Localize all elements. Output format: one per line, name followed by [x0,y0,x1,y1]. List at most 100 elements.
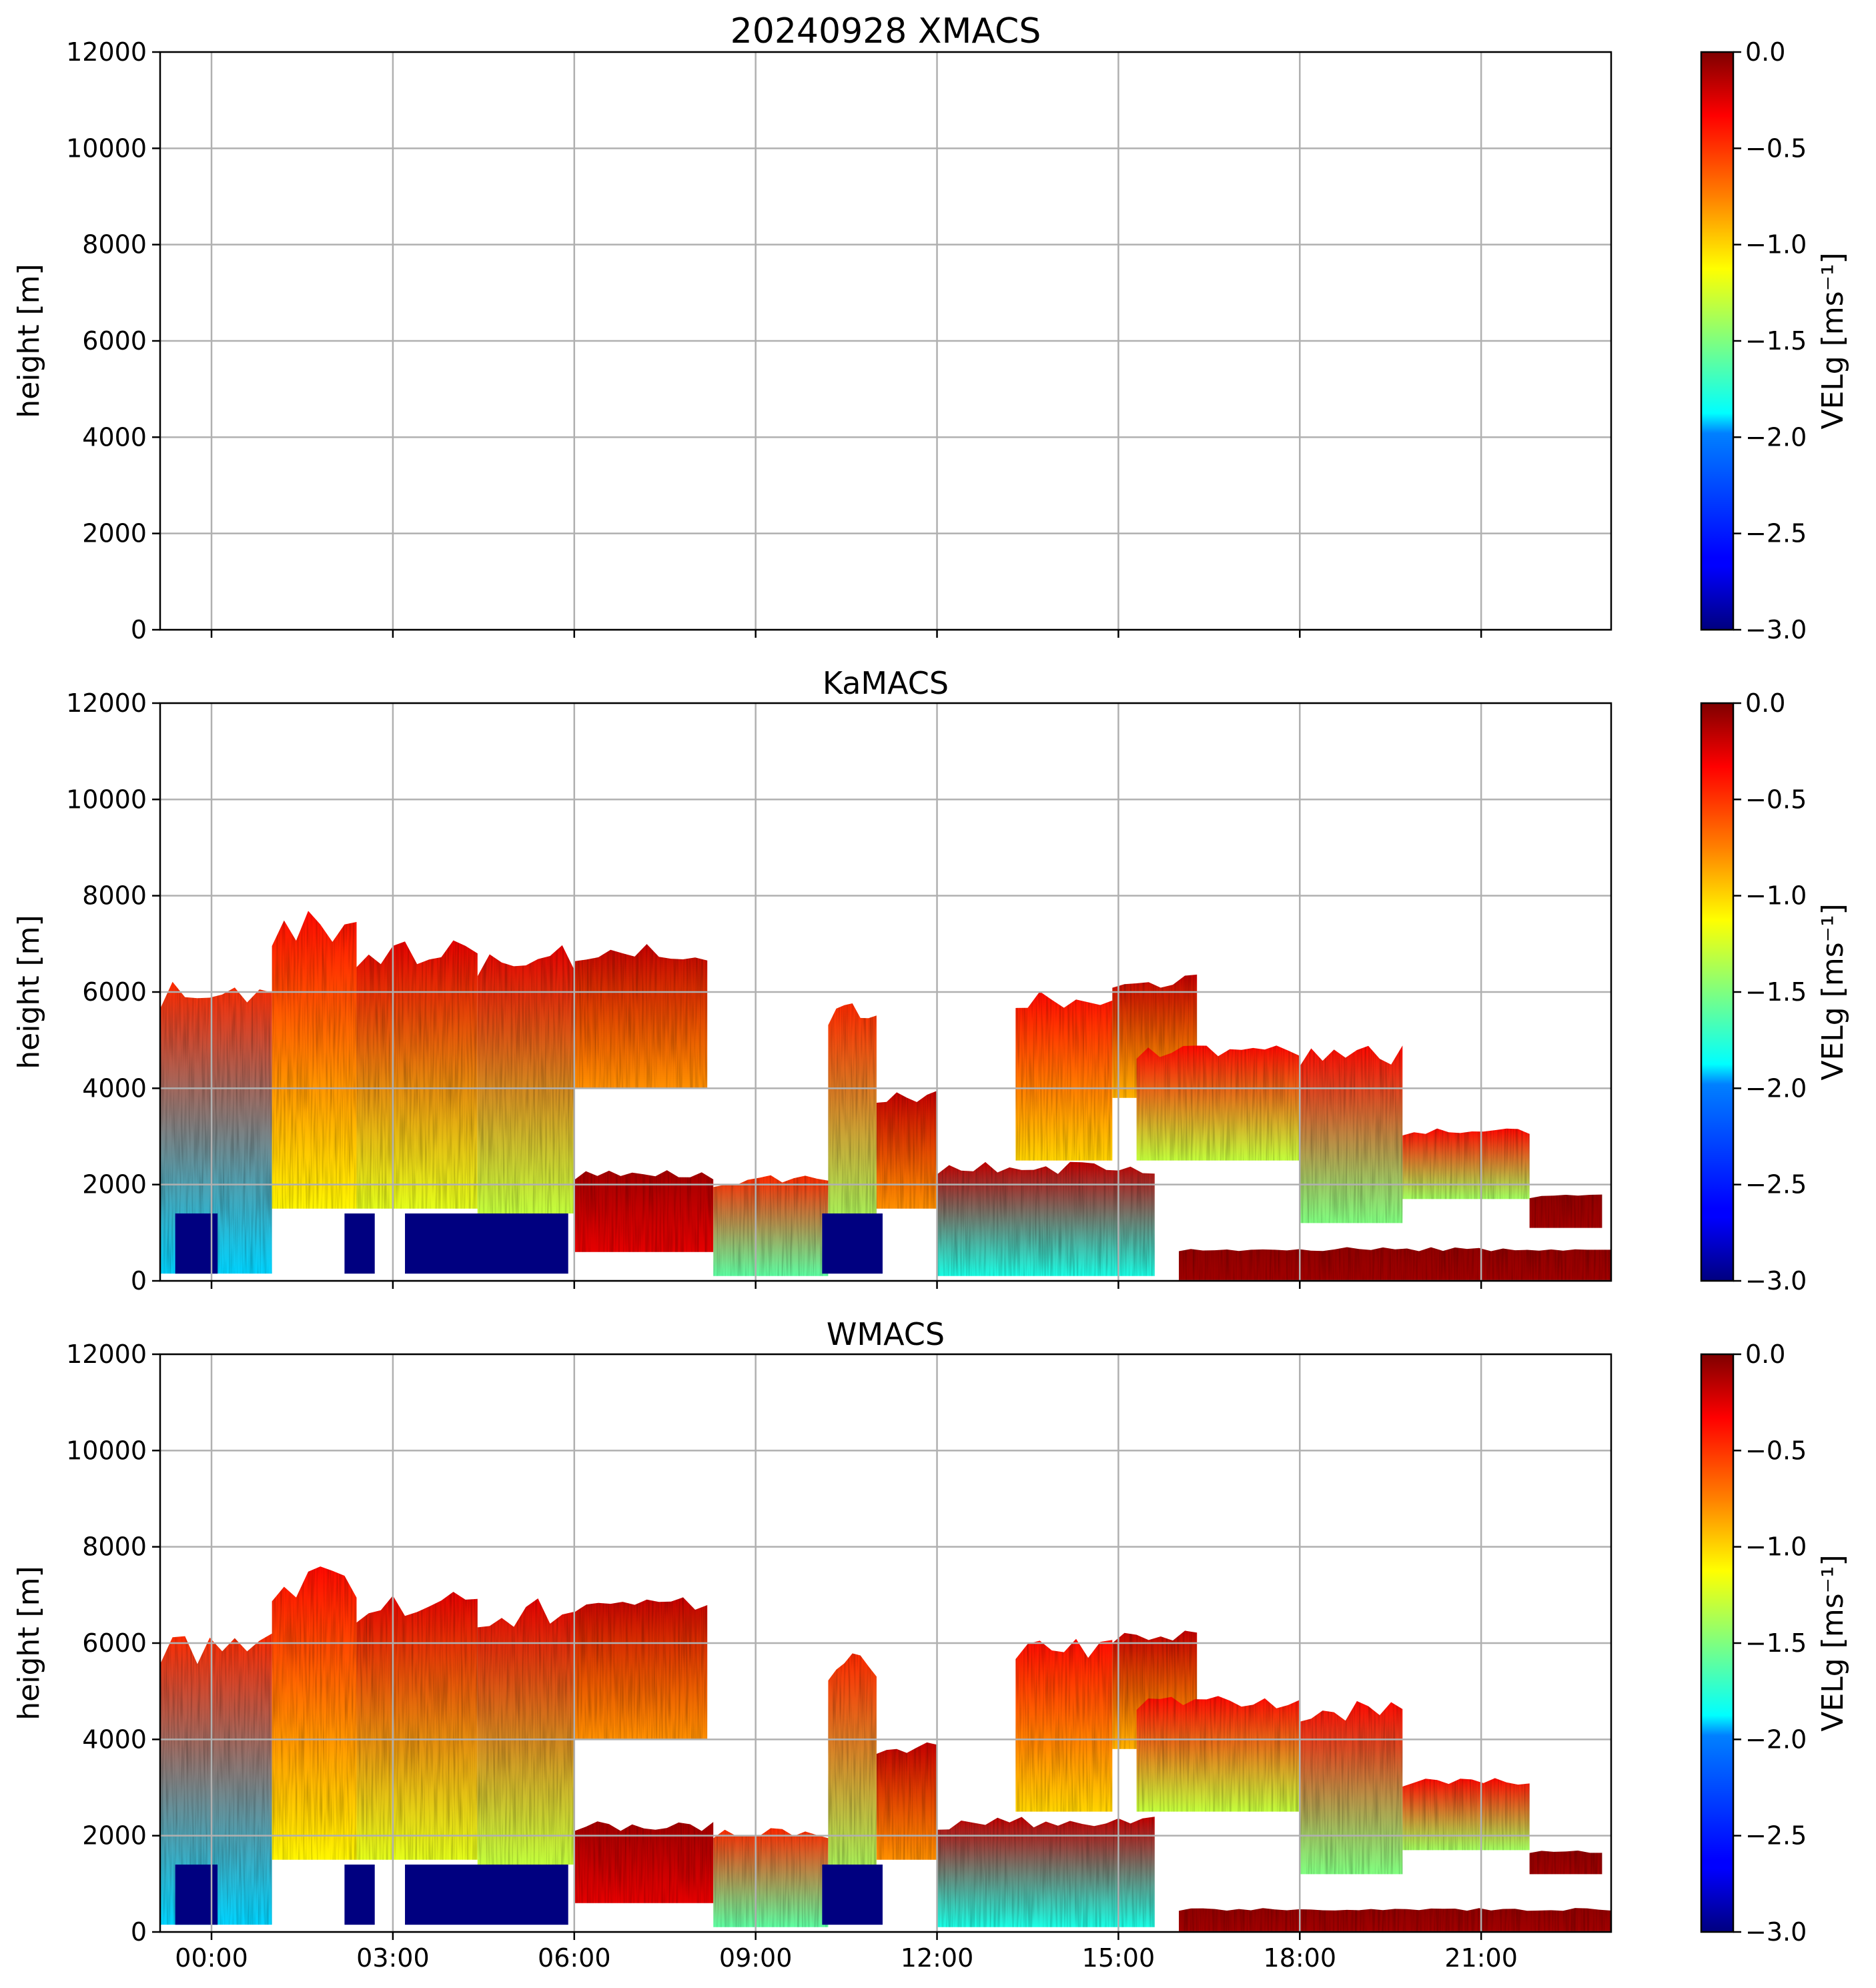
cloud-texture [1015,1638,1113,1812]
cloud-texture [1015,991,1113,1161]
colorbar-tick-label: −3.0 [1745,1917,1807,1947]
y-tick-label: 10000 [66,133,147,163]
cloud-texture [828,1003,877,1233]
colorbar-tick-label: −2.0 [1745,422,1807,452]
colorbar-tick-label: 0.0 [1745,1340,1785,1369]
precip-block [344,1864,375,1925]
colorbar-gradient [1701,703,1733,1281]
panel-title: 20240928 XMACS [731,11,1041,51]
cloud-texture [1136,1045,1300,1161]
cloud-texture [876,1091,937,1209]
precip-block [344,1213,375,1274]
x-axis [210,630,1482,638]
colorbar-tick-label: −2.5 [1745,1170,1807,1199]
y-tick-label: 8000 [82,1532,147,1562]
cloud-texture [1402,1778,1530,1851]
precip-block [822,1864,883,1925]
cloud-texture [477,1598,574,1865]
colorbar-tick-label: −2.5 [1745,519,1807,548]
y-tick-label: 0 [131,1917,147,1947]
y-tick-label: 2000 [82,1170,147,1199]
y-tick-label: 10000 [66,1436,147,1465]
colorbar-gradient [1701,52,1733,630]
cloud-texture [937,1817,1155,1927]
panel-2: 0 2000 4000 6000 8000 10000 12000 height [m] KaM… [12,665,1850,1296]
colorbar-label: VELg [ms⁻¹] [1816,903,1850,1080]
y-tick-label: 2000 [82,519,147,548]
y-tick-label: 6000 [82,326,147,356]
colorbar-tick-label: −0.5 [1745,133,1807,163]
precip-block [822,1213,883,1274]
cloud-texture [574,1821,714,1903]
x-tick-label: 09:00 [719,1943,793,1973]
cloud-texture [1179,1908,1611,1932]
cloud-texture [574,944,708,1089]
x-axis: 00:00 03:00 06:00 09:00 12:00 15:00 18:00 21:00 [175,1932,1518,1973]
y-tick-label: 0 [131,1266,147,1296]
colorbar-label: VELg [ms⁻¹] [1816,1554,1850,1731]
cloud-texture [1529,1851,1602,1875]
cloud-texture [713,1175,829,1276]
radar-field-2 [160,911,1611,1281]
cloud-texture [1300,1700,1403,1875]
precip-block [175,1864,218,1925]
y-tick-label: 8000 [82,230,147,260]
panel-3: 0 2000 4000 6000 8000 10000 12000 00:00 03:00 06:… [12,1316,1850,1973]
y-axis: 0 2000 4000 6000 8000 10000 12000 [66,1340,160,1947]
colorbar-tick-label: −0.5 [1745,1436,1807,1465]
cloud-texture [1529,1194,1602,1228]
colorbar-tick-label: −1.5 [1745,326,1807,356]
precip-block [405,1213,568,1274]
y-tick-label: 12000 [66,688,147,718]
cloud-texture [160,981,272,1274]
cloud-texture [272,1566,357,1860]
x-tick-label: 18:00 [1264,1943,1337,1973]
colorbar-tick-label: −3.0 [1745,615,1807,644]
y-tick-label: 4000 [82,1724,147,1754]
colorbar-gradient [1701,1354,1733,1932]
cloud-texture [1402,1128,1530,1199]
precip-block [175,1213,218,1274]
y-tick-label: 12000 [66,37,147,67]
x-tick-label: 00:00 [175,1943,248,1973]
colorbar-3: 0.0 −0.5 −1.0 −1.5 −2.0 −2.5 −3.0 VELg [ms⁻¹] [1700,1340,1850,1947]
cloud-texture [574,1597,708,1740]
cloud-texture [160,1633,272,1925]
colorbar-tick-label: −3.0 [1745,1266,1807,1296]
colorbar-tick-label: 0.0 [1745,688,1785,718]
colorbar-2: 0.0 −0.5 −1.0 −1.5 −2.0 −2.5 −3.0 VELg [ms⁻¹] [1700,688,1850,1296]
colorbar-tick-label: −1.0 [1745,230,1807,260]
cloud-texture [356,1592,478,1860]
y-axis-label: height [m] [12,1566,46,1720]
cloud-texture [876,1742,937,1860]
x-tick-label: 12:00 [901,1943,974,1973]
colorbar-tick-label: −2.5 [1745,1821,1807,1851]
panel-1: 0 2000 4000 6000 8000 10000 12000 height [m] 202… [12,11,1850,644]
y-tick-label: 4000 [82,1073,147,1103]
y-tick-label: 2000 [82,1821,147,1851]
cloud-texture [356,940,478,1209]
colorbar-tick-label: −0.5 [1745,785,1807,814]
cloud-texture [828,1653,877,1884]
y-tick-label: 10000 [66,785,147,814]
y-tick-label: 6000 [82,1628,147,1658]
x-tick-label: 21:00 [1444,1943,1518,1973]
y-tick-label: 6000 [82,977,147,1007]
precip-block [405,1864,568,1925]
cloud-texture [477,945,574,1213]
colorbar-tick-label: −2.0 [1745,1073,1807,1103]
colorbar-tick-label: −2.0 [1745,1724,1807,1754]
y-axis-label: height [m] [12,264,46,418]
y-tick-label: 4000 [82,422,147,452]
x-tick-label: 15:00 [1082,1943,1155,1973]
cloud-texture [1300,1045,1403,1223]
y-axis: 0 2000 4000 6000 8000 10000 12000 [66,37,160,644]
y-tick-label: 12000 [66,1340,147,1369]
cloud-texture [713,1828,829,1927]
y-tick-label: 0 [131,615,147,644]
grid-lines [160,51,1611,631]
colorbar-tick-label: −1.0 [1745,1532,1807,1562]
panel-title: WMACS [827,1316,945,1352]
colorbar-tick-label: −1.5 [1745,1628,1807,1658]
